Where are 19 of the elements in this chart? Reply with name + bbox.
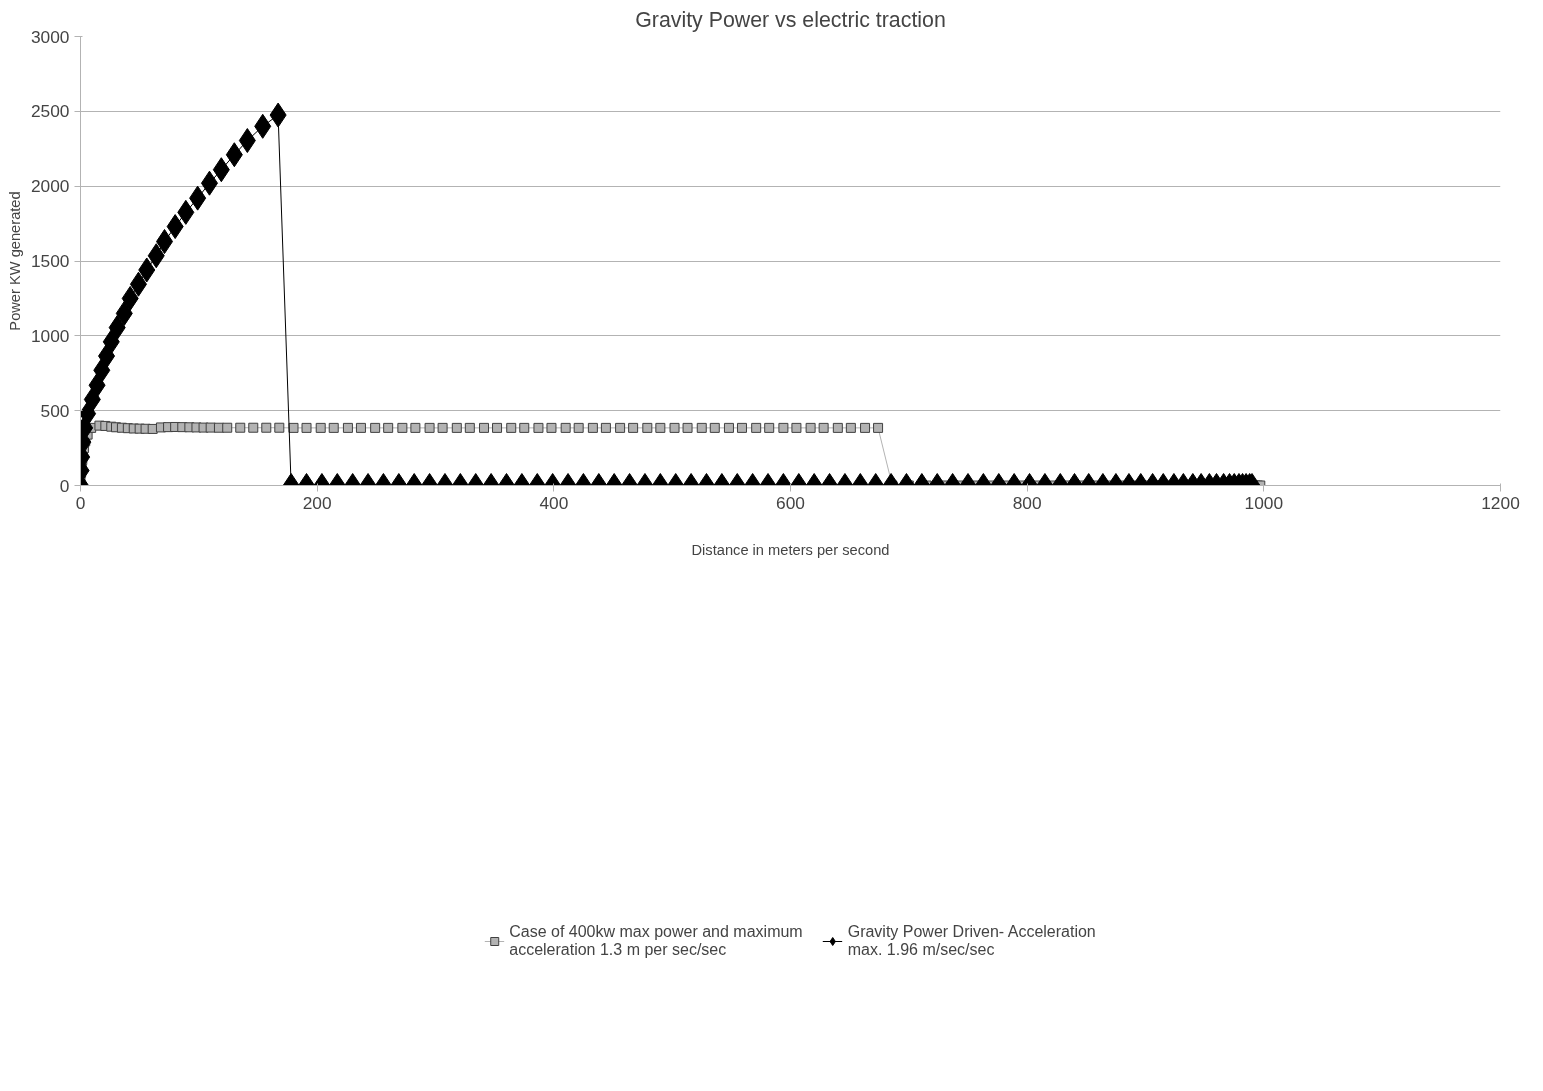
y-tick-label: 3000 [30, 26, 70, 47]
y-tick-label: 2000 [30, 176, 70, 197]
x-tick-label: 400 [539, 492, 569, 513]
y-axis-title: Power KW generated [6, 191, 23, 331]
x-tick-label: 1000 [1244, 492, 1284, 513]
x-tick-label: 200 [302, 492, 332, 513]
x-axis-title: Distance in meters per second [691, 541, 890, 558]
y-tick-label: 2500 [30, 101, 70, 122]
legend-label: Case of 400kw max power and maximum acceleration 1.3 m per sec/sec [509, 923, 803, 959]
y-tick-label: 1500 [30, 251, 70, 271]
legend-label: Gravity Power Driven- Acceleration max. 1.96 m/sec/sec [847, 923, 1096, 959]
chart-title: Gravity Power vs electric traction [635, 7, 946, 32]
y-tick-label: 500 [40, 400, 70, 421]
y-tick-label: 0 [59, 475, 70, 496]
x-tick-label: 1200 [1481, 492, 1520, 513]
y-tick-label: 1000 [30, 325, 70, 346]
x-tick-label: 0 [75, 492, 86, 513]
x-tick-label: 800 [1012, 492, 1042, 513]
x-tick-label: 600 [776, 492, 805, 513]
